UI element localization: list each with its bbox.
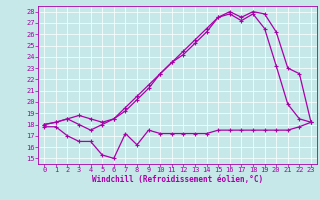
- X-axis label: Windchill (Refroidissement éolien,°C): Windchill (Refroidissement éolien,°C): [92, 175, 263, 184]
